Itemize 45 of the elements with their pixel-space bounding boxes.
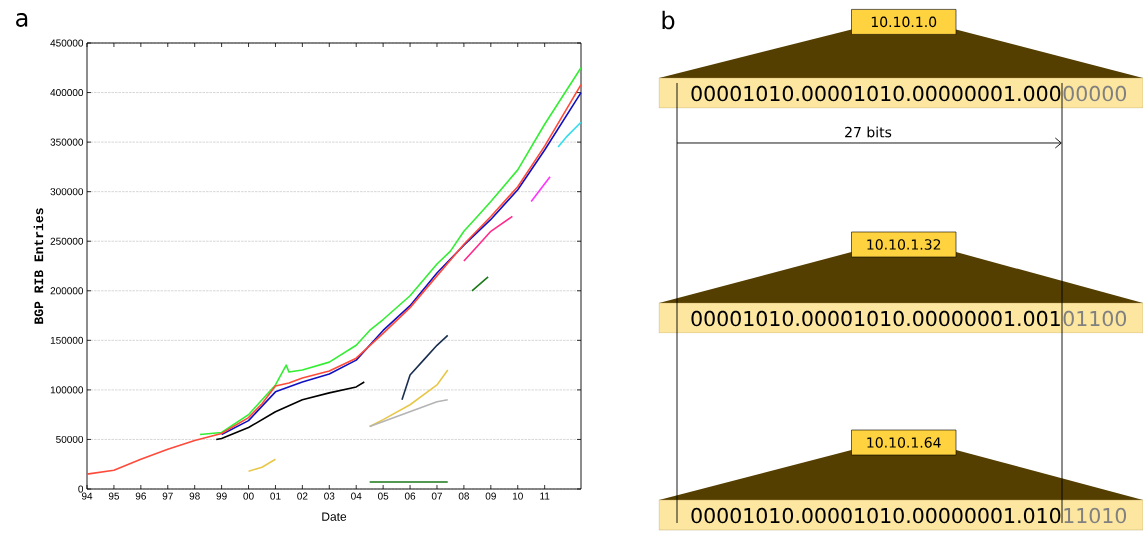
x-tick-label: 10 (512, 492, 523, 500)
y-tick-label: 100000 (50, 386, 84, 394)
x-tick-label: 97 (162, 492, 173, 500)
x-tick-label: 00 (243, 492, 254, 500)
y-tick-label: 200000 (50, 287, 84, 295)
text: 11010 (1064, 507, 1127, 524)
x-tick-label: 99 (216, 492, 227, 500)
y-tick-label: 150000 (50, 336, 84, 344)
x-tick-label: 09 (485, 492, 496, 500)
y-tick-label: 300000 (50, 188, 84, 196)
y-tick-label: 400000 (50, 89, 84, 97)
x-tick-label: 08 (458, 492, 470, 500)
text: 00001010.00001010.00000001.010 (691, 507, 1061, 524)
chart-title: a (16, 13, 28, 27)
text: 01100 (1063, 310, 1127, 327)
y-tick-label: 350000 (50, 138, 84, 146)
x-tick-label: 11 (540, 492, 550, 500)
x-tick-label: 07 (431, 492, 443, 500)
x-tick-label: 98 (189, 492, 200, 500)
line-series (215, 381, 366, 441)
text: 10.10.1.64 (867, 437, 941, 448)
y-tick-label: 450000 (50, 39, 84, 47)
y-tick-label: 0 (78, 485, 84, 493)
text: 10.10.1.32 (867, 239, 941, 250)
x-tick-label: 05 (377, 492, 389, 500)
text: 27 bits (845, 126, 892, 138)
text: b (662, 10, 675, 30)
y-axis-title: BGP RIB Entries (33, 208, 44, 324)
x-tick-label: 94 (81, 492, 93, 500)
x-tick-label: 96 (135, 492, 146, 500)
y-tick-label: 50000 (56, 435, 84, 443)
x-tick-label: 02 (297, 492, 308, 500)
text: 10.10.1.0 (871, 16, 937, 28)
x-tick-label: 03 (324, 492, 335, 500)
x-tick-label: 06 (404, 492, 416, 500)
text: 00001010.00001010.00000001.000 (691, 85, 1061, 102)
x-tick-label: 95 (108, 492, 120, 500)
text: 00000 (1063, 85, 1127, 102)
x-tick-label: 04 (351, 492, 362, 500)
x-tick-label: 01 (270, 492, 281, 500)
line-series (401, 334, 449, 401)
y-tick-label: 250000 (50, 237, 84, 245)
line-series (463, 215, 514, 262)
x-axis-title: Date (322, 512, 347, 521)
text: 00001010.00001010.00000001.001 (691, 310, 1060, 327)
